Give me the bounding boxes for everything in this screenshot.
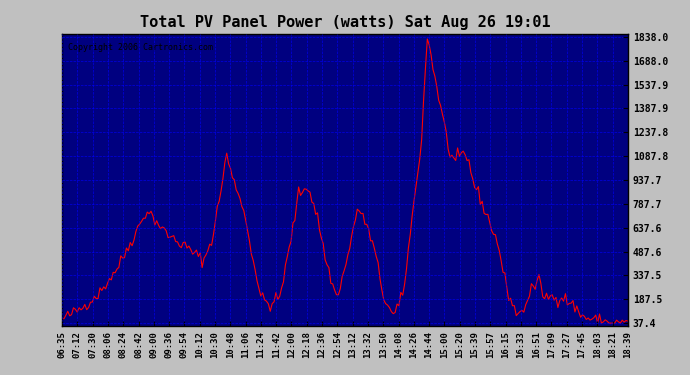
Text: Copyright 2006 Cartronics.com: Copyright 2006 Cartronics.com bbox=[68, 42, 213, 51]
Text: Total PV Panel Power (watts) Sat Aug 26 19:01: Total PV Panel Power (watts) Sat Aug 26 … bbox=[139, 15, 551, 30]
